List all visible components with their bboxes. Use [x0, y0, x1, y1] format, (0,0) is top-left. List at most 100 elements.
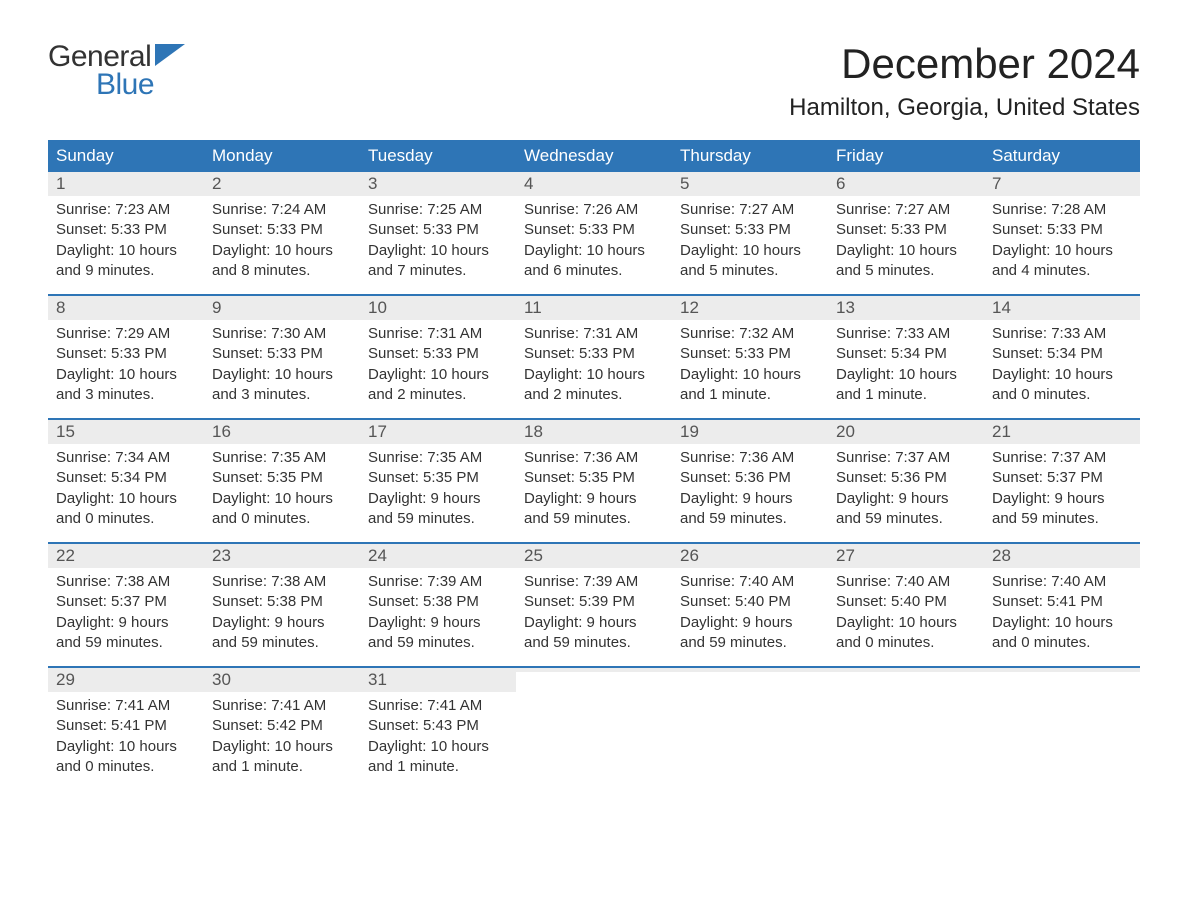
day-number: 5	[672, 172, 828, 196]
day-body: Sunrise: 7:40 AMSunset: 5:40 PMDaylight:…	[828, 568, 984, 663]
day-number: 7	[984, 172, 1140, 196]
day-cell	[516, 668, 672, 790]
day-cell: 13Sunrise: 7:33 AMSunset: 5:34 PMDayligh…	[828, 296, 984, 418]
daylight-line1: Daylight: 10 hours	[56, 489, 196, 509]
sunset-text: Sunset: 5:33 PM	[368, 220, 508, 240]
week-row: 22Sunrise: 7:38 AMSunset: 5:37 PMDayligh…	[48, 542, 1140, 666]
day-number: 12	[672, 296, 828, 320]
sunrise-text: Sunrise: 7:36 AM	[524, 448, 664, 468]
daylight-line2: and 0 minutes.	[836, 633, 976, 653]
daylight-line2: and 5 minutes.	[680, 261, 820, 281]
daylight-line2: and 2 minutes.	[524, 385, 664, 405]
daylight-line1: Daylight: 10 hours	[56, 737, 196, 757]
week-row: 1Sunrise: 7:23 AMSunset: 5:33 PMDaylight…	[48, 172, 1140, 294]
day-cell: 18Sunrise: 7:36 AMSunset: 5:35 PMDayligh…	[516, 420, 672, 542]
daylight-line2: and 59 minutes.	[992, 509, 1132, 529]
day-number: 11	[516, 296, 672, 320]
day-number: 25	[516, 544, 672, 568]
day-number: 28	[984, 544, 1140, 568]
daylight-line1: Daylight: 9 hours	[992, 489, 1132, 509]
daylight-line2: and 59 minutes.	[524, 509, 664, 529]
daylight-line2: and 5 minutes.	[836, 261, 976, 281]
day-cell: 9Sunrise: 7:30 AMSunset: 5:33 PMDaylight…	[204, 296, 360, 418]
weekday-header: Wednesday	[516, 140, 672, 172]
daylight-line2: and 8 minutes.	[212, 261, 352, 281]
daylight-line1: Daylight: 9 hours	[368, 613, 508, 633]
day-cell	[828, 668, 984, 790]
day-body: Sunrise: 7:33 AMSunset: 5:34 PMDaylight:…	[984, 320, 1140, 415]
daylight-line1: Daylight: 9 hours	[680, 613, 820, 633]
sunset-text: Sunset: 5:42 PM	[212, 716, 352, 736]
daylight-line1: Daylight: 10 hours	[368, 737, 508, 757]
weekday-header: Thursday	[672, 140, 828, 172]
daylight-line1: Daylight: 10 hours	[56, 241, 196, 261]
day-cell	[984, 668, 1140, 790]
sunset-text: Sunset: 5:33 PM	[212, 344, 352, 364]
weekday-header: Friday	[828, 140, 984, 172]
brand-logo: General Blue	[48, 40, 185, 102]
day-body: Sunrise: 7:32 AMSunset: 5:33 PMDaylight:…	[672, 320, 828, 415]
sunrise-text: Sunrise: 7:33 AM	[836, 324, 976, 344]
daylight-line1: Daylight: 10 hours	[992, 613, 1132, 633]
daylight-line1: Daylight: 9 hours	[212, 613, 352, 633]
day-cell: 23Sunrise: 7:38 AMSunset: 5:38 PMDayligh…	[204, 544, 360, 666]
sunrise-text: Sunrise: 7:41 AM	[212, 696, 352, 716]
day-cell: 17Sunrise: 7:35 AMSunset: 5:35 PMDayligh…	[360, 420, 516, 542]
day-body: Sunrise: 7:37 AMSunset: 5:36 PMDaylight:…	[828, 444, 984, 539]
daylight-line1: Daylight: 10 hours	[212, 365, 352, 385]
sunrise-text: Sunrise: 7:37 AM	[992, 448, 1132, 468]
sunrise-text: Sunrise: 7:24 AM	[212, 200, 352, 220]
day-cell: 26Sunrise: 7:40 AMSunset: 5:40 PMDayligh…	[672, 544, 828, 666]
weekday-header: Tuesday	[360, 140, 516, 172]
day-cell: 12Sunrise: 7:32 AMSunset: 5:33 PMDayligh…	[672, 296, 828, 418]
sunset-text: Sunset: 5:33 PM	[680, 344, 820, 364]
daylight-line1: Daylight: 10 hours	[680, 365, 820, 385]
sunset-text: Sunset: 5:34 PM	[836, 344, 976, 364]
daylight-line2: and 0 minutes.	[212, 509, 352, 529]
day-body: Sunrise: 7:36 AMSunset: 5:36 PMDaylight:…	[672, 444, 828, 539]
sunset-text: Sunset: 5:41 PM	[992, 592, 1132, 612]
weekday-header: Sunday	[48, 140, 204, 172]
day-body: Sunrise: 7:40 AMSunset: 5:41 PMDaylight:…	[984, 568, 1140, 663]
day-cell: 27Sunrise: 7:40 AMSunset: 5:40 PMDayligh…	[828, 544, 984, 666]
daylight-line1: Daylight: 9 hours	[524, 489, 664, 509]
day-body: Sunrise: 7:27 AMSunset: 5:33 PMDaylight:…	[672, 196, 828, 291]
day-number: 13	[828, 296, 984, 320]
day-number: 26	[672, 544, 828, 568]
daylight-line2: and 59 minutes.	[56, 633, 196, 653]
sunset-text: Sunset: 5:34 PM	[56, 468, 196, 488]
daylight-line1: Daylight: 10 hours	[992, 241, 1132, 261]
day-number: 1	[48, 172, 204, 196]
day-body	[984, 672, 1140, 686]
day-body: Sunrise: 7:36 AMSunset: 5:35 PMDaylight:…	[516, 444, 672, 539]
daylight-line2: and 6 minutes.	[524, 261, 664, 281]
daylight-line1: Daylight: 10 hours	[836, 241, 976, 261]
daylight-line1: Daylight: 10 hours	[368, 365, 508, 385]
day-number: 22	[48, 544, 204, 568]
day-cell: 29Sunrise: 7:41 AMSunset: 5:41 PMDayligh…	[48, 668, 204, 790]
day-number: 23	[204, 544, 360, 568]
sunrise-text: Sunrise: 7:35 AM	[368, 448, 508, 468]
sunset-text: Sunset: 5:34 PM	[992, 344, 1132, 364]
day-body: Sunrise: 7:41 AMSunset: 5:42 PMDaylight:…	[204, 692, 360, 787]
day-body	[828, 672, 984, 686]
daylight-line1: Daylight: 9 hours	[56, 613, 196, 633]
week-row: 29Sunrise: 7:41 AMSunset: 5:41 PMDayligh…	[48, 666, 1140, 790]
daylight-line2: and 59 minutes.	[212, 633, 352, 653]
sunset-text: Sunset: 5:38 PM	[212, 592, 352, 612]
sunrise-text: Sunrise: 7:40 AM	[680, 572, 820, 592]
sunset-text: Sunset: 5:40 PM	[836, 592, 976, 612]
sunrise-text: Sunrise: 7:25 AM	[368, 200, 508, 220]
daylight-line2: and 0 minutes.	[992, 385, 1132, 405]
daylight-line2: and 1 minute.	[680, 385, 820, 405]
day-number: 21	[984, 420, 1140, 444]
day-cell: 14Sunrise: 7:33 AMSunset: 5:34 PMDayligh…	[984, 296, 1140, 418]
sunrise-text: Sunrise: 7:30 AM	[212, 324, 352, 344]
daylight-line2: and 59 minutes.	[680, 509, 820, 529]
day-body: Sunrise: 7:29 AMSunset: 5:33 PMDaylight:…	[48, 320, 204, 415]
header: General Blue December 2024 Hamilton, Geo…	[48, 40, 1140, 122]
day-cell: 24Sunrise: 7:39 AMSunset: 5:38 PMDayligh…	[360, 544, 516, 666]
day-number: 30	[204, 668, 360, 692]
day-body: Sunrise: 7:39 AMSunset: 5:38 PMDaylight:…	[360, 568, 516, 663]
day-cell: 3Sunrise: 7:25 AMSunset: 5:33 PMDaylight…	[360, 172, 516, 294]
